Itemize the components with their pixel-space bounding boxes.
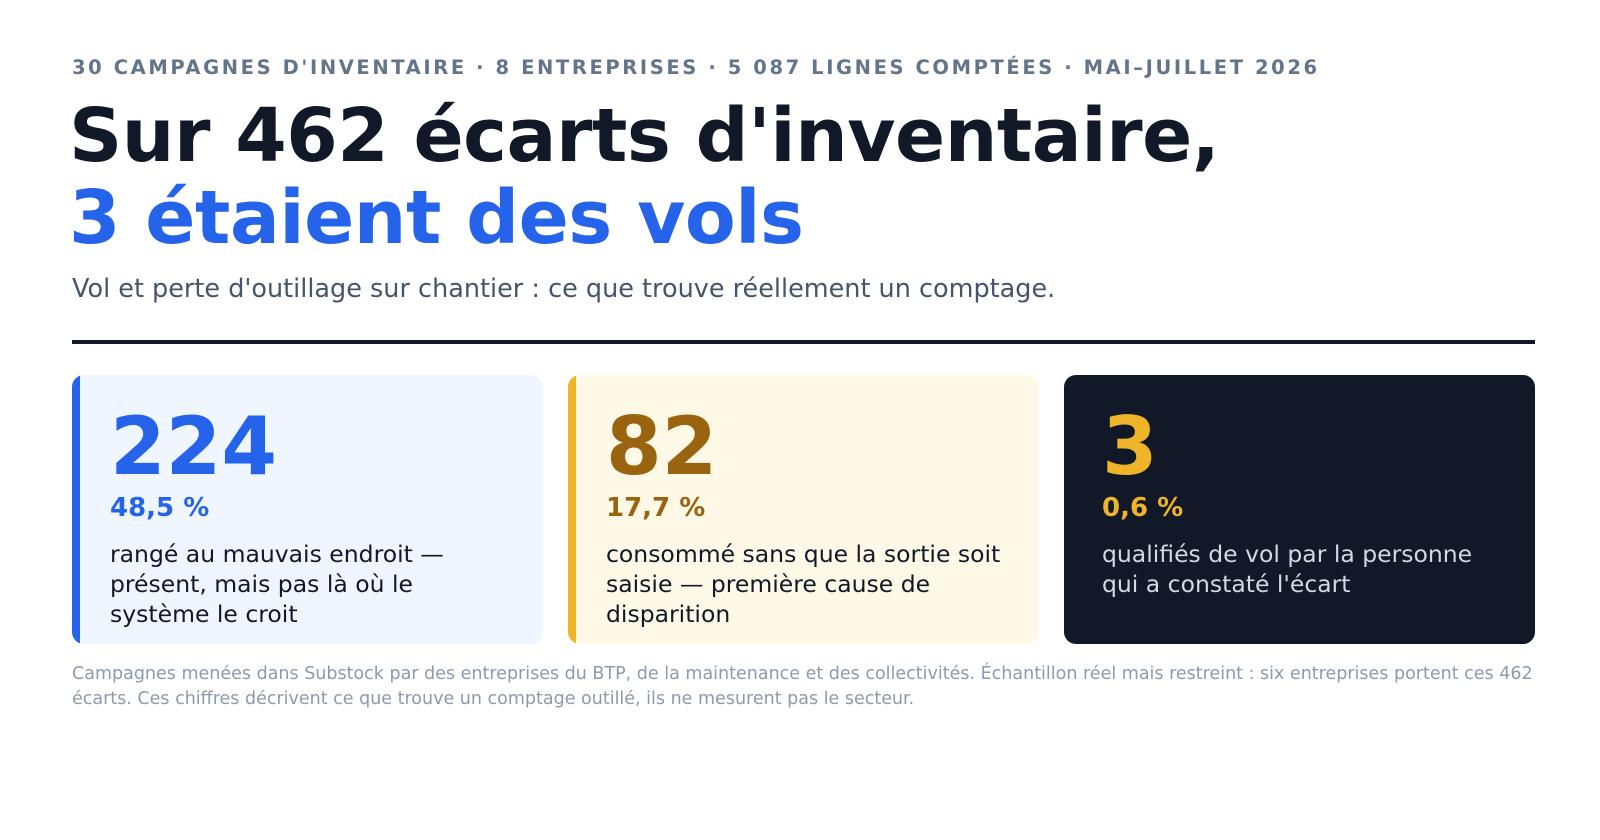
subtitle: Vol et perte d'outillage sur chantier : …	[72, 274, 1056, 304]
headline-line-2: 3 étaient des vols	[69, 175, 804, 261]
divider	[72, 340, 1535, 344]
stat-percent: 17,7 %	[606, 493, 706, 523]
stat-value: 82	[606, 400, 718, 493]
stat-description: qualifiés de vol par la personne qui a c…	[1102, 540, 1473, 598]
stat-percent: 0,6 %	[1102, 493, 1184, 523]
card-accent-bar	[568, 375, 576, 644]
stat-description: rangé au mauvais endroit — présent, mais…	[110, 540, 444, 628]
card-accent-bar	[72, 375, 80, 644]
kicker-stats: 30 CAMPAGNES D'INVENTAIRE · 8 ENTREPRISE…	[72, 56, 1320, 79]
footnote: Campagnes menées dans Substock par des e…	[72, 664, 1533, 709]
stat-card-misplaced: 224 48,5 % rangé au mauvais endroit — pr…	[72, 375, 543, 644]
stat-percent: 48,5 %	[110, 493, 210, 523]
headline: Sur 462 écarts d'inventaire, 3 étaient d…	[69, 93, 1220, 261]
stat-cards: 224 48,5 % rangé au mauvais endroit — pr…	[72, 375, 1535, 644]
stat-value: 224	[110, 400, 277, 493]
stat-card-theft: 3 0,6 % qualifiés de vol par la personne…	[1064, 375, 1535, 644]
stat-card-consumed: 82 17,7 % consommé sans que la sortie so…	[568, 375, 1039, 644]
headline-line-1: Sur 462 écarts d'inventaire,	[69, 93, 1220, 179]
stat-description: consommé sans que la sortie soit saisie …	[606, 540, 1001, 628]
stat-value: 3	[1102, 400, 1158, 493]
